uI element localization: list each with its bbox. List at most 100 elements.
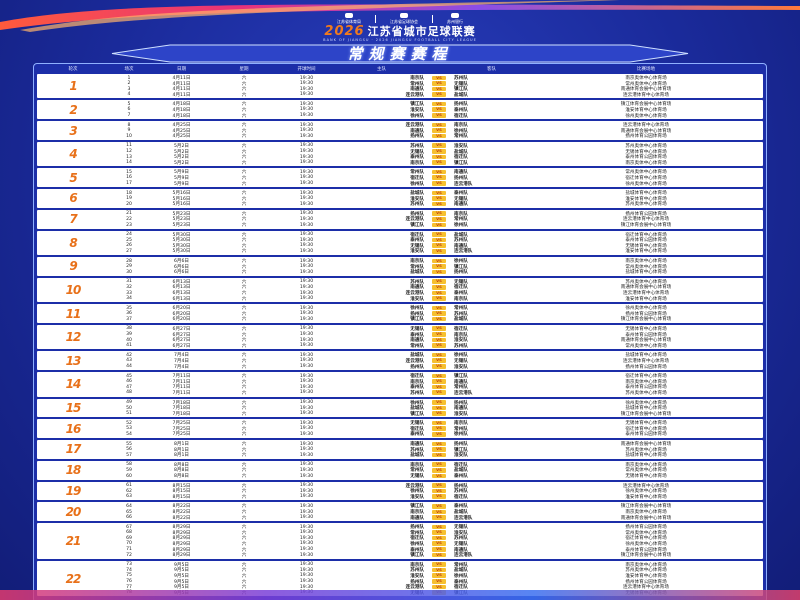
vs: VS (424, 107, 454, 113)
away-team: 宿迁队 (454, 155, 468, 161)
date: 8月29日 (172, 541, 191, 547)
venue: 扬州体育公园体育场 (625, 525, 667, 531)
date: 4月11日 (172, 92, 191, 98)
table-row: 27 5月30日 六 19:30 淮安队 VS 连云港队 淮安体育中心体育场 (109, 248, 763, 254)
vs-badge: VS (432, 546, 446, 552)
date: 6月13日 (172, 291, 191, 296)
venue: 扬州体育公园体育场 (625, 211, 667, 217)
date: 5月9日 (173, 175, 190, 181)
match-no: 14 (126, 160, 132, 166)
kickoff-time: 19:30 (299, 431, 314, 437)
banner-text: 常规赛赛程 (347, 45, 453, 63)
kickoff-time: 19:30 (299, 530, 314, 536)
kickoff-time: 19:30 (299, 483, 314, 489)
table-row: 18 5月16日 六 19:30 盐城队 VS 泰州队 盐城体育中心体育场 (109, 190, 763, 196)
vs: VS (424, 75, 454, 81)
column-header: 轮次 (68, 67, 78, 72)
home-team: 扬州队 (410, 525, 424, 531)
kickoff-time: 19:30 (299, 290, 314, 296)
date: 7月18日 (172, 400, 191, 406)
table-row: 25 5月30日 六 19:30 泰州队 VS 苏州队 泰州体育公园体育场 (109, 237, 763, 243)
weekday: 六 (241, 170, 247, 176)
date: 8月1日 (173, 447, 190, 453)
venue: 常州奥体中心体育场 (625, 343, 667, 349)
table-row: 6 4月18日 六 19:30 淮安队 VS 泰州队 淮安体育中心体育场 (109, 107, 763, 113)
match-no: 71 (126, 547, 132, 553)
match-no: 49 (126, 400, 132, 405)
table-row: 41 6月27日 六 19:30 常州队 VS 苏州队 常州奥体中心体育场 (109, 343, 763, 349)
away-team: 泰州队 (454, 474, 468, 480)
table-row: 40 6月27日 六 19:30 南通队 VS 淮安队 南通体育会展中心体育场 (109, 337, 763, 343)
vs: VS (424, 363, 454, 369)
kickoff-time: 19:30 (299, 373, 314, 379)
venue: 连云港体育中心体育场 (623, 217, 669, 223)
kickoff-time: 19:30 (299, 296, 314, 302)
table-row: 53 7月25日 六 19:30 宿迁队 VS 常州队 宿迁体育中心体育场 (109, 426, 763, 432)
vs-badge: VS (432, 411, 446, 416)
venue: 常州奥体中心体育场 (625, 264, 667, 270)
column-header: 开球时间 (297, 67, 316, 72)
match-no: 23 (126, 222, 132, 228)
table-row: 22 5月23日 六 19:30 连云港队 VS 常州队 连云港体育中心体育场 (109, 216, 763, 222)
vs-badge: VS (432, 441, 446, 447)
vs-badge: VS (432, 180, 446, 186)
date: 8月1日 (173, 442, 190, 448)
vs: VS (424, 180, 454, 186)
away-team: 无锡队 (454, 196, 468, 202)
table-row: 48 7月11日 六 19:30 苏州队 VS 连云港队 苏州奥体中心体育场 (109, 390, 763, 396)
vs: VS (424, 258, 454, 264)
table-row: 59 8月8日 六 19:30 常州队 VS 盐城队 常州奥体中心体育场 (109, 467, 763, 473)
away-team: 泰州队 (454, 579, 468, 585)
home-team: 淮安队 (410, 249, 424, 255)
round-number: 8 (69, 235, 77, 250)
round-matches: 31 6月13日六 19:30 苏州队 VS 无锡队 苏州奥体中心体育场 32 6月13日六 19… (109, 279, 763, 302)
table-row: 1 4月11日 六 19:30 南京队 VS 苏州队 南京奥体中心体育场 (109, 75, 763, 81)
away-team: 镇江队 (454, 160, 468, 166)
match-no: 18 (126, 190, 132, 196)
date: 5月30日 (172, 249, 191, 255)
vs: VS (424, 175, 454, 180)
venue: 泰州体育公园体育场 (625, 432, 667, 438)
home-team: 徐州队 (410, 541, 424, 547)
venue: 南京奥体中心体育场 (625, 160, 667, 166)
away-team: 无锡队 (454, 279, 468, 285)
weekday: 六 (241, 453, 247, 459)
home-team: 无锡队 (410, 326, 424, 332)
kickoff-time: 19:30 (299, 503, 314, 509)
date: 8月8日 (173, 462, 190, 468)
weekday: 六 (241, 238, 247, 244)
round-number: 18 (65, 463, 82, 478)
vs-badge: VS (432, 535, 446, 541)
home-team: 宿迁队 (410, 232, 424, 238)
column-header: 主队 (377, 67, 386, 72)
date: 7月18日 (172, 406, 191, 412)
round-group: 17 55 8月1日六 19:30 南通队 VS 扬州队 南通体育会展中心体育场 56 8月1日六… (37, 440, 763, 459)
venue: 盐城体育中心体育场 (625, 353, 667, 359)
weekday: 六 (241, 358, 247, 364)
table-row: 77 9月5日 六 19:30 连云港队 VS 宿迁队 连云港体育中心体育场 (109, 584, 763, 590)
vs: VS (424, 473, 454, 479)
date: 5月2日 (173, 143, 190, 149)
home-team: 泰州队 (410, 385, 424, 391)
date: 4月11日 (172, 81, 191, 87)
weekday: 六 (241, 92, 247, 98)
vs: VS (424, 222, 454, 228)
date: 8月29日 (172, 536, 191, 542)
date: 6月20日 (172, 311, 191, 317)
away-team: 泰州队 (454, 191, 468, 197)
round-matches: 8 4月25日六 19:30 连云港队 VS 南京队 连云港体育中心体育场 9 4月25日六 19… (109, 122, 763, 139)
kickoff-time: 19:30 (299, 169, 314, 175)
away-team: 苏州队 (454, 489, 468, 495)
vs-badge: VS (432, 133, 446, 139)
weekday: 六 (241, 468, 247, 474)
weekday: 六 (241, 311, 247, 317)
table-row: 11 5月2日 六 19:30 苏州队 VS 淮安队 苏州奥体中心体育场 (109, 143, 763, 149)
kickoff-time: 19:30 (299, 237, 314, 243)
date: 8月29日 (172, 547, 191, 553)
date: 4月11日 (172, 87, 191, 93)
round-group: 19 61 8月15日六 19:30 连云港队 VS 扬州队 连云港体育中心体育场 62 8月15… (37, 481, 763, 501)
vs-badge: VS (432, 552, 446, 558)
venue: 常州奥体中心体育场 (625, 170, 667, 176)
date: 7月11日 (172, 385, 191, 391)
vs: VS (424, 128, 454, 133)
